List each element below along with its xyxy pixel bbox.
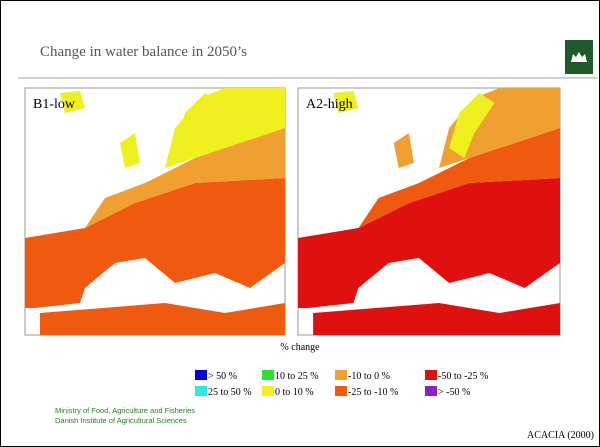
legend-label: > 50 %: [208, 371, 237, 382]
legend-swatch: [425, 386, 437, 396]
legend-label: -25 to -10 %: [348, 387, 398, 398]
legend-swatch: [335, 386, 347, 396]
legend-label: -50 to -25 %: [438, 371, 488, 382]
legend-label: -10 to 0 %: [348, 371, 390, 382]
legend-label: 0 to 10 %: [275, 387, 314, 398]
legend-label: > -50 %: [438, 387, 470, 398]
map: B1-low: [25, 88, 285, 335]
map-label: A2-high: [306, 97, 353, 112]
legend-label: 10 to 25 %: [275, 371, 319, 382]
legend-swatch: [195, 386, 207, 396]
map-label: B1-low: [33, 97, 76, 112]
footer-line: Ministry of Food, Agriculture and Fisher…: [55, 406, 195, 415]
map: A2-high: [298, 88, 560, 335]
slide: Change in water balance in 2050’s B1-low…: [0, 0, 600, 447]
slide-title: Change in water balance in 2050’s: [40, 44, 247, 60]
legend-caption: % change: [280, 342, 320, 353]
legend-swatch: [425, 370, 437, 380]
legend-label: 25 to 50 %: [208, 387, 252, 398]
source: ACACIA (2000): [527, 430, 594, 441]
legend-swatch: [262, 386, 274, 396]
legend-swatch: [335, 370, 347, 380]
legend-swatch: [195, 370, 207, 380]
footer-line: Danish Institute of Agricultural Science…: [55, 416, 187, 425]
legend-swatch: [262, 370, 274, 380]
